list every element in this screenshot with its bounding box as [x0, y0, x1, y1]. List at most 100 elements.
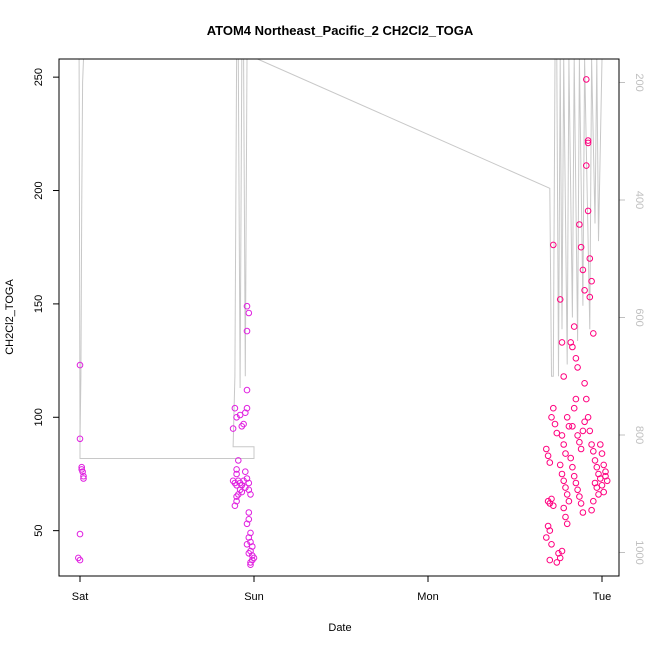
data-point-1-47	[576, 438, 583, 446]
plot-frame	[58, 58, 620, 577]
data-point-1-61	[583, 76, 590, 83]
x-axis-label: Date	[328, 622, 351, 634]
data-point-1-63	[584, 139, 592, 147]
data-point-1-90	[598, 482, 606, 489]
data-point-1-93	[581, 418, 588, 426]
data-point-1-58	[577, 243, 585, 251]
data-point-0-4	[79, 468, 86, 476]
data-point-0-0	[76, 361, 84, 369]
altitude-track	[78, 58, 603, 459]
data-point-1-66	[586, 255, 594, 262]
data-point-1-41	[572, 355, 580, 362]
data-point-1-11	[550, 502, 557, 510]
data-point-1-19	[558, 547, 566, 555]
data-point-1-34	[565, 497, 573, 505]
data-point-1-30	[558, 470, 566, 478]
data-point-1-26	[562, 450, 569, 457]
data-point-1-62	[584, 137, 592, 144]
data-point-0-37	[242, 468, 249, 476]
data-point-1-68	[586, 293, 594, 301]
data-point-1-28	[565, 423, 573, 430]
data-point-1-77	[593, 463, 601, 471]
data-point-0-44	[245, 509, 253, 516]
data-point-0-13	[229, 425, 237, 432]
data-point-1-54	[576, 493, 583, 500]
data-point-1-64	[583, 162, 590, 169]
secondary-tick-label-1: 400	[633, 191, 645, 209]
secondary-tick-label-4: 1000	[633, 540, 645, 564]
data-point-1-40	[570, 323, 578, 330]
data-point-1-50	[569, 463, 576, 471]
data-point-1-4	[548, 414, 555, 421]
y-tick-label-0: 50	[33, 525, 45, 537]
data-point-1-81	[593, 484, 601, 491]
data-point-1-57	[576, 221, 583, 228]
data-point-1-43	[572, 395, 580, 403]
secondary-tick-label-3: 800	[633, 426, 645, 444]
data-point-1-46	[574, 432, 581, 439]
data-point-1-88	[602, 468, 609, 476]
data-point-0-50	[243, 541, 251, 548]
data-point-1-36	[563, 520, 571, 528]
data-point-0-12	[236, 411, 244, 419]
data-point-1-92	[602, 472, 609, 480]
y-axis-label: CH2Cl2_TOGA	[4, 279, 16, 355]
data-point-0-43	[243, 386, 251, 394]
data-point-1-37	[560, 504, 568, 512]
data-point-1-32	[562, 484, 569, 491]
data-point-1-15	[548, 541, 555, 548]
data-point-1-14	[543, 534, 550, 541]
data-point-0-6	[80, 475, 87, 482]
data-point-1-85	[597, 441, 604, 448]
data-point-1-76	[591, 457, 599, 464]
data-points	[75, 76, 611, 569]
secondary-y-axis: 200 400 600 800 1000	[619, 73, 645, 565]
data-point-1-39	[569, 343, 576, 351]
data-point-0-42	[243, 327, 251, 335]
data-point-1-33	[563, 491, 571, 498]
data-point-1-0	[550, 241, 557, 249]
data-point-1-3	[546, 459, 554, 466]
secondary-tick-label-0: 200	[633, 73, 645, 91]
data-point-1-82	[595, 491, 602, 498]
data-point-1-48	[577, 445, 585, 453]
data-point-0-33	[233, 497, 240, 505]
data-point-1-18	[556, 554, 564, 562]
data-point-0-32	[233, 493, 240, 500]
data-point-1-67	[588, 277, 595, 285]
data-point-1-23	[560, 373, 568, 380]
y-tick-label-1: 100	[33, 408, 45, 426]
data-point-1-45	[569, 423, 576, 430]
data-point-1-55	[577, 500, 585, 507]
data-point-0-19	[233, 466, 240, 473]
data-point-0-39	[247, 491, 254, 498]
data-point-1-59	[579, 266, 587, 274]
data-point-1-21	[556, 296, 564, 303]
data-point-0-7	[76, 530, 84, 538]
x-axis: Sat Sun Mon Tue	[72, 576, 612, 603]
data-point-0-17	[240, 420, 247, 428]
x-tick-label-1: Sun	[244, 591, 264, 603]
data-point-1-25	[560, 441, 568, 448]
data-point-1-27	[563, 414, 571, 421]
data-point-0-2	[78, 463, 85, 471]
data-point-0-34	[231, 502, 239, 510]
data-point-1-51	[570, 472, 578, 480]
x-tick-label-3: Tue	[593, 591, 612, 603]
data-point-1-29	[556, 461, 564, 469]
data-point-1-56	[579, 509, 587, 516]
data-point-1-31	[560, 477, 568, 485]
data-point-1-65	[584, 207, 592, 215]
data-point-1-91	[600, 488, 608, 496]
data-point-1-42	[574, 364, 581, 371]
data-point-1-52	[572, 479, 580, 487]
data-point-1-74	[588, 441, 595, 448]
data-point-1-16	[546, 556, 554, 564]
x-tick-label-0: Sat	[72, 591, 89, 603]
data-point-1-70	[581, 380, 588, 387]
data-point-1-5	[550, 404, 557, 412]
y-axis: 50 100 150 200 250	[33, 68, 59, 537]
data-point-1-20	[553, 559, 561, 566]
data-point-0-9	[76, 556, 84, 564]
